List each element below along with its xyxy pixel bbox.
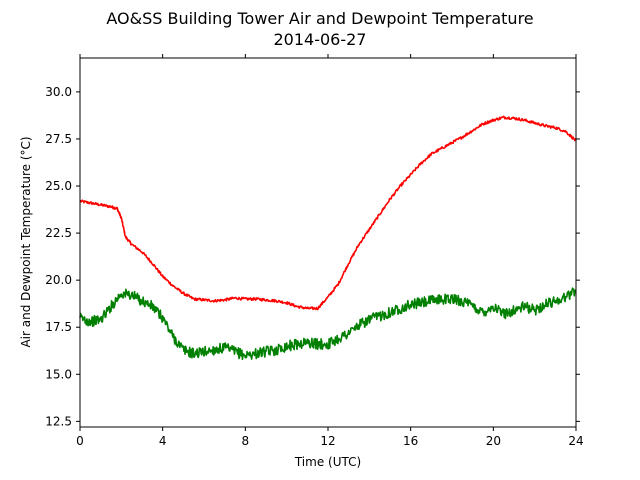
series-line-2: [79, 287, 577, 361]
y-axis-label: Air and Dewpoint Temperature (°C): [19, 136, 33, 347]
y-tick-label: 27.5: [45, 132, 72, 146]
y-tick-label: 12.5: [45, 414, 72, 428]
x-tick-label: 8: [242, 434, 250, 448]
series-layer: [79, 115, 577, 361]
x-tick-label: 20: [486, 434, 501, 448]
x-tick-label: 12: [320, 434, 335, 448]
x-tick-label: 0: [76, 434, 84, 448]
y-tick-label: 17.5: [45, 320, 72, 334]
y-tick-label: 25.0: [45, 179, 72, 193]
plot-frame: [79, 57, 577, 428]
x-tick-label: 4: [159, 434, 167, 448]
y-tick-label: 15.0: [45, 367, 72, 381]
series-line-1: [79, 115, 577, 311]
y-tick-label: 20.0: [45, 273, 72, 287]
y-tick-label: 30.0: [45, 85, 72, 99]
x-tick-label: 24: [568, 434, 583, 448]
x-tick-label: 16: [403, 434, 418, 448]
y-tick-label: 22.5: [45, 226, 72, 240]
chart-title: AO&SS Building Tower Air and Dewpoint Te…: [106, 9, 533, 28]
chart-subtitle: 2014-06-27: [274, 30, 367, 49]
x-axis-label: Time (UTC): [294, 455, 361, 469]
ticks-layer: 0 4 8 12 16 20 24 12.5 15.0 17.5 20.0 22.5 25.0 27.5 3…: [45, 54, 584, 448]
